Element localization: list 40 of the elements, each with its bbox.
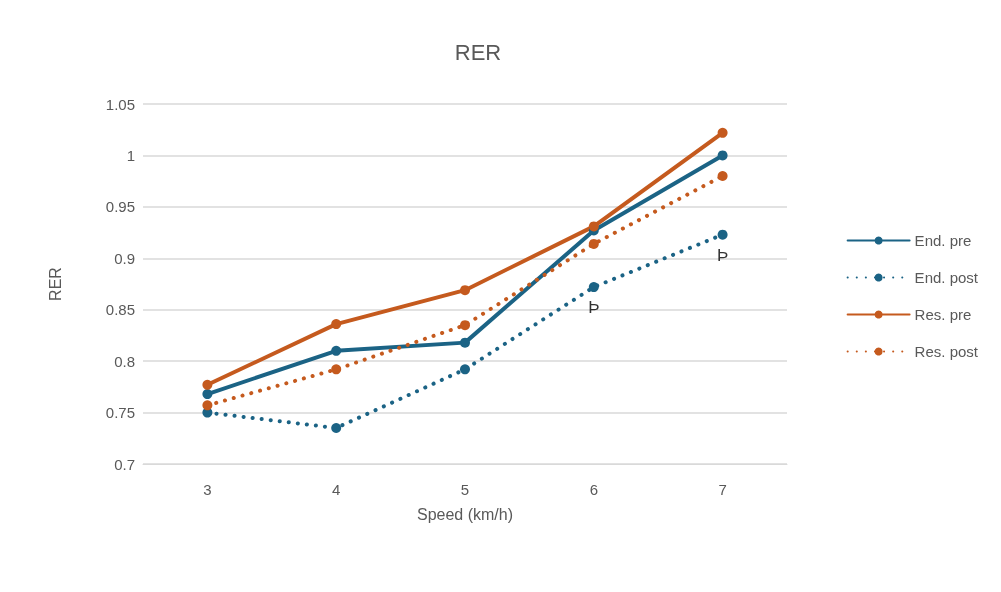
point (460, 337, 470, 348)
x-tick-label: 4 (332, 481, 341, 498)
point (331, 364, 342, 375)
point (202, 389, 213, 400)
point (717, 229, 728, 240)
y-tick-label: 0.95 (105, 198, 135, 216)
y-tick-label: 0.75 (105, 404, 135, 422)
point (202, 379, 213, 390)
chart-title: RER (454, 39, 502, 65)
y-tick-label: 0.85 (105, 301, 135, 319)
x-tick-label: 7 (718, 481, 727, 498)
point (331, 345, 342, 356)
point (588, 221, 599, 232)
point (460, 285, 470, 296)
y-tick-label: 1 (126, 146, 135, 164)
point (460, 320, 470, 331)
y-tick-label: 1.05 (105, 95, 135, 113)
legend-label: End. post (914, 269, 979, 286)
point (588, 238, 599, 249)
legend-label: Res. pre (914, 306, 972, 323)
point (717, 127, 728, 138)
point (202, 400, 213, 411)
point (460, 364, 470, 375)
point (331, 423, 342, 433)
x-tick-label: 6 (589, 481, 598, 498)
point (717, 171, 728, 181)
point (331, 319, 342, 330)
x-tick-label: 3 (203, 481, 212, 498)
legend-label: End. pre (914, 232, 972, 249)
y-tick-label: 0.8 (114, 352, 135, 370)
annotation: Þ (716, 245, 729, 265)
legend-label: Res. post (914, 343, 979, 360)
x-axis-title: Speed (km/h) (416, 505, 514, 523)
y-axis-title: RER (46, 267, 64, 301)
annotation: Þ (588, 298, 600, 318)
y-tick-label: 0.7 (114, 455, 135, 473)
y-tick-label: 0.9 (114, 249, 135, 267)
point (588, 282, 599, 293)
x-tick-label: 5 (460, 481, 470, 498)
point (717, 150, 728, 161)
